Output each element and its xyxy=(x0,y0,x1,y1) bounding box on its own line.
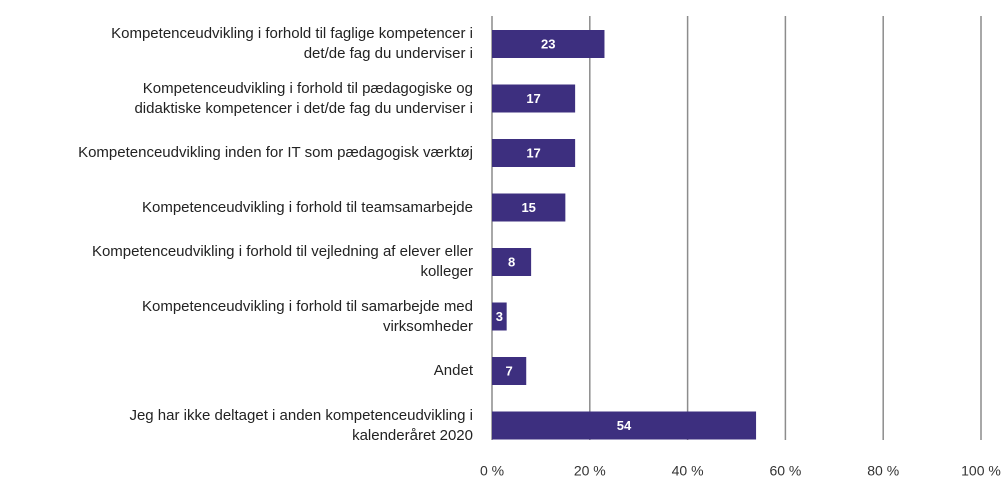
y-tick-label: Kompetenceudvikling i forhold til teamsa… xyxy=(141,198,473,216)
bar xyxy=(492,139,576,167)
value-label: 17 xyxy=(526,91,540,106)
x-tick-label: 40 % xyxy=(672,463,704,479)
y-tick-label: Kompetenceudvikling i forhold til vejled… xyxy=(91,243,473,280)
y-tick-label: Andet xyxy=(433,362,473,379)
x-tick-label: 100 % xyxy=(961,463,1001,479)
value-label: 17 xyxy=(526,145,540,160)
x-tick-label: 60 % xyxy=(769,463,801,479)
y-tick-label: Kompetenceudvikling i forhold til faglig… xyxy=(111,25,473,62)
value-label: 23 xyxy=(541,36,555,51)
bar xyxy=(492,193,566,222)
y-tick-label: Jeg har ikke deltaget i anden kompetence… xyxy=(129,406,473,444)
x-tick-label: 20 % xyxy=(574,463,606,479)
y-tick-label: Kompetenceudvikling i forhold til pædago… xyxy=(134,79,473,117)
value-label: 54 xyxy=(617,418,632,433)
bar xyxy=(492,248,532,276)
value-label: 7 xyxy=(505,363,512,378)
value-label: 15 xyxy=(521,200,535,215)
y-tick-label: Kompetenceudvikling i forhold til samarb… xyxy=(141,297,473,335)
value-label: 3 xyxy=(496,309,503,324)
x-tick-label: 80 % xyxy=(867,463,899,479)
x-tick-label: 0 % xyxy=(480,463,504,479)
bar xyxy=(492,302,507,331)
bar xyxy=(492,84,576,113)
bar xyxy=(492,30,605,58)
bar xyxy=(492,411,757,440)
value-label: 8 xyxy=(508,254,515,269)
bar xyxy=(492,357,527,385)
y-tick-label: Kompetenceudvikling inden for IT som pæd… xyxy=(78,144,473,161)
